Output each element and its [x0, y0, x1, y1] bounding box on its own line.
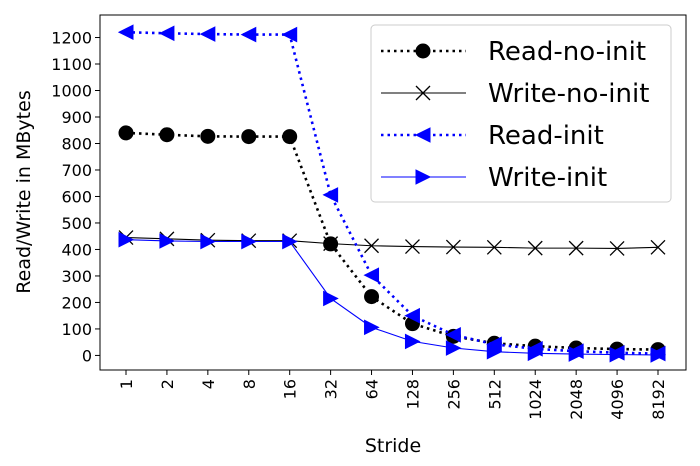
x-tick-label: 2048 — [567, 379, 586, 420]
data-point — [158, 25, 175, 42]
data-point — [364, 238, 379, 254]
legend-item-read-no-init: Read-no-init — [381, 37, 646, 67]
data-point — [117, 24, 134, 41]
legend-label: Read-init — [488, 121, 604, 151]
data-point — [240, 26, 257, 43]
y-tick-label: 600 — [61, 187, 92, 206]
data-point — [609, 346, 626, 363]
x-tick-label: 512 — [485, 379, 504, 410]
data-point — [118, 125, 134, 141]
y-tick-label: 300 — [61, 267, 92, 286]
x-tick-label: 2 — [158, 379, 177, 389]
legend-label: Read-no-init — [488, 37, 646, 67]
legend-marker — [415, 43, 431, 59]
data-point — [527, 240, 543, 256]
data-point — [364, 319, 380, 336]
x-tick-label: 128 — [403, 379, 422, 410]
legend-item-write-no-init: Write-no-init — [381, 79, 649, 109]
data-point — [159, 127, 175, 143]
data-point — [486, 343, 503, 360]
series-line-write-no-init — [125, 236, 659, 249]
data-point — [527, 345, 544, 362]
legend-label: Write-no-init — [488, 79, 649, 109]
legend-label: Write-init — [488, 163, 607, 193]
y-tick-label: 700 — [61, 161, 92, 180]
y-tick-label: 200 — [61, 293, 92, 312]
x-tick-label: 8192 — [649, 379, 668, 420]
data-point — [200, 128, 216, 144]
data-point — [241, 233, 257, 250]
data-point — [199, 26, 216, 42]
data-point — [650, 347, 667, 363]
x-axis-label: Stride — [365, 435, 421, 457]
data-point — [445, 326, 461, 343]
y-tick-label: 900 — [61, 108, 92, 127]
data-point — [200, 233, 216, 250]
y-tick-label: 400 — [61, 240, 92, 259]
legend-item-write-init: Write-init — [381, 163, 607, 193]
x-tick-label: 4 — [199, 379, 218, 389]
y-tick-label: 0 — [82, 346, 92, 365]
x-tick-label: 8 — [240, 379, 259, 389]
legend-item-read-init: Read-init — [381, 121, 604, 151]
data-point — [159, 233, 176, 249]
x-tick-label: 256 — [444, 379, 463, 410]
plot-marks — [117, 24, 667, 363]
legend-marker — [415, 85, 431, 101]
data-point — [650, 239, 666, 255]
data-point — [323, 236, 339, 252]
y-tick-label: 1000 — [51, 82, 92, 101]
data-point — [282, 233, 298, 250]
data-point — [568, 346, 585, 362]
series-write-init — [118, 231, 667, 363]
data-point — [445, 340, 462, 356]
data-point — [568, 240, 584, 256]
data-point — [404, 333, 421, 350]
data-point — [445, 239, 461, 255]
data-point — [404, 307, 420, 324]
data-point — [281, 26, 298, 43]
x-tick-label: 1 — [117, 379, 136, 389]
plot-area-frame — [99, 14, 687, 371]
data-point — [118, 231, 135, 248]
data-point — [282, 129, 298, 145]
data-point — [322, 187, 339, 203]
y-tick-label: 1100 — [51, 55, 92, 74]
x-tick-label: 16 — [281, 379, 300, 399]
series-line-write-init — [125, 239, 659, 356]
x-tick-label: 32 — [322, 379, 341, 399]
legend-marker — [414, 127, 431, 143]
data-point — [405, 239, 420, 255]
legend-marker — [415, 169, 432, 185]
legend-frame — [370, 24, 672, 203]
data-point — [486, 239, 502, 255]
y-tick-label: 800 — [61, 134, 92, 153]
x-tick-label: 4096 — [608, 379, 627, 420]
legend: Read-no-init Write-no-init Read-init Write-… — [370, 24, 672, 203]
data-point — [241, 129, 257, 145]
data-point — [609, 240, 625, 256]
x-tick-label: 1024 — [526, 379, 545, 420]
y-tick-label: 500 — [61, 214, 92, 233]
y-tick-label: 1200 — [51, 29, 92, 48]
x-axis: 1 2 4 8 16 32 64 128 256 512 1024 2048 4096 8192 — [117, 370, 668, 420]
y-axis: 0 100 200 300 400 500 600 700 800 900 1000 1100 1200 — [51, 29, 100, 365]
y-axis-label: Read/Write in MBytes — [13, 90, 35, 293]
x-tick-label: 64 — [363, 379, 382, 399]
data-point — [363, 267, 380, 283]
data-point — [364, 289, 380, 305]
data-point — [323, 290, 339, 307]
y-tick-label: 100 — [61, 320, 92, 339]
